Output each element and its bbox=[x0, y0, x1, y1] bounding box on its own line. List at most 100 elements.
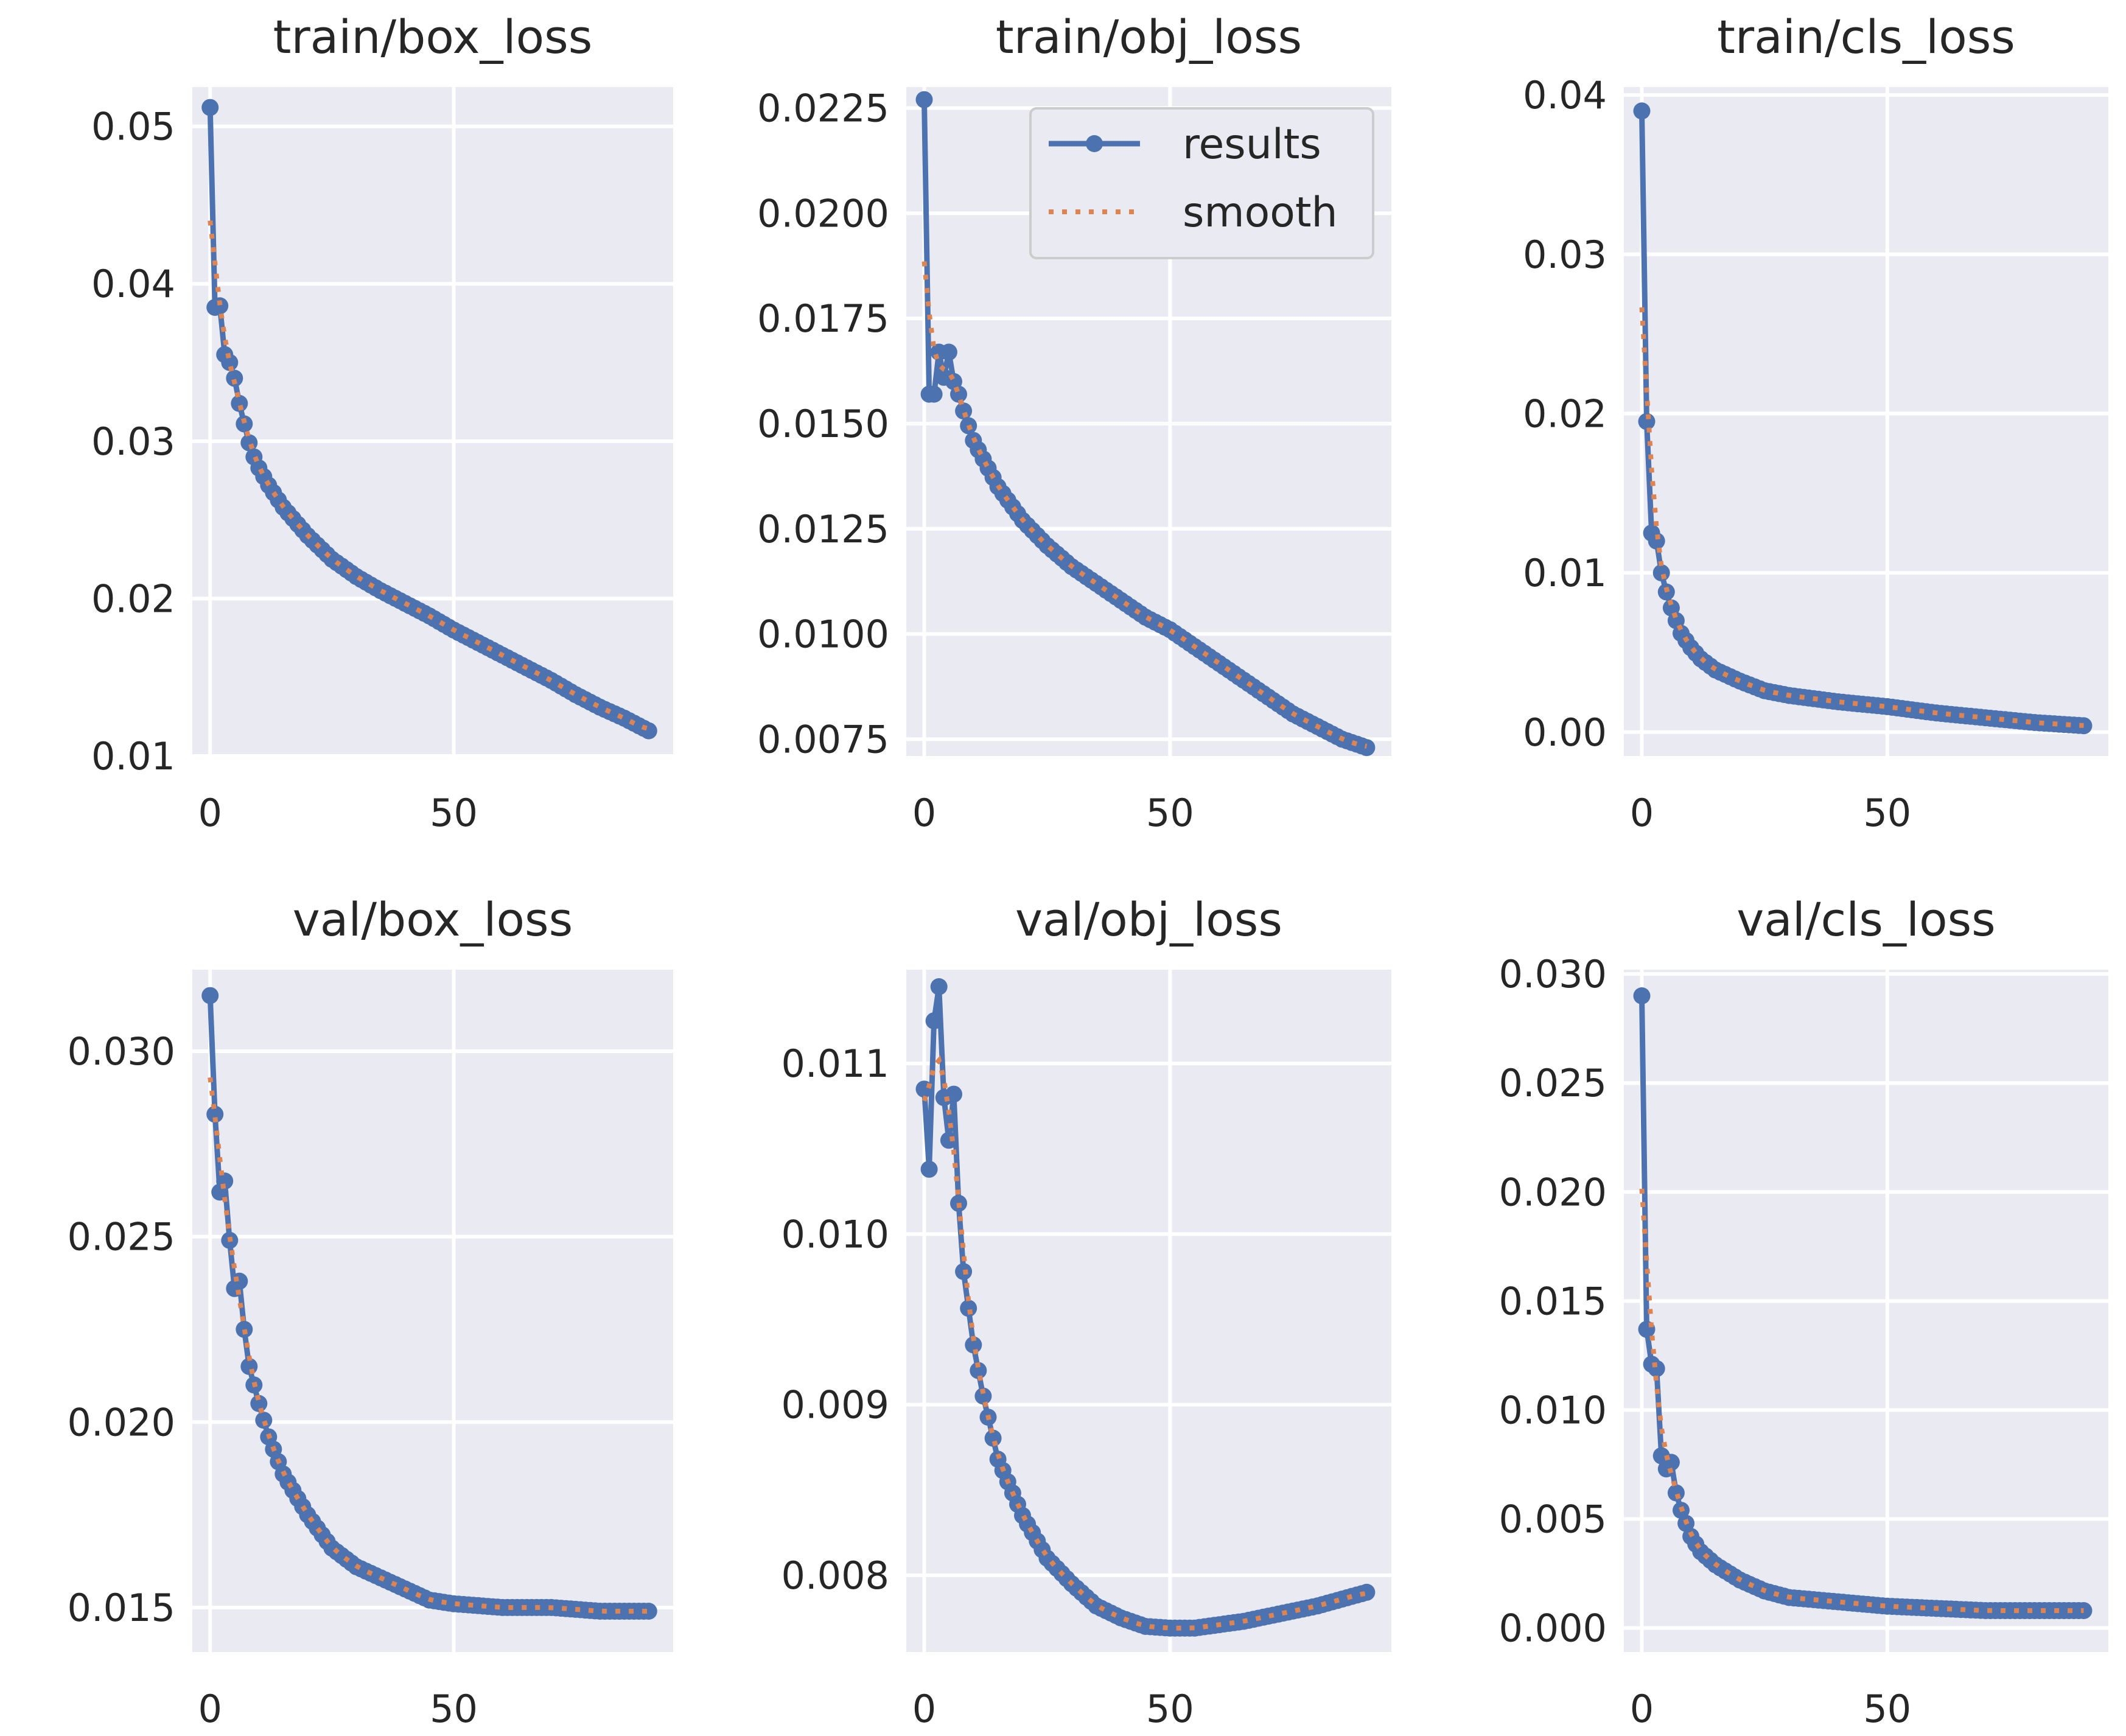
results-point bbox=[226, 369, 243, 387]
results-point bbox=[915, 91, 933, 108]
legend-smooth-label: smooth bbox=[1183, 189, 1338, 237]
y-tick-label: 0.02 bbox=[91, 576, 175, 621]
results-point bbox=[221, 354, 239, 371]
smooth-line bbox=[1639, 307, 2084, 728]
results-point bbox=[984, 1429, 1002, 1447]
results-point bbox=[250, 1395, 268, 1412]
subplot-title: val/box_loss bbox=[293, 892, 573, 947]
results-point bbox=[640, 722, 657, 740]
x-tick-label: 0 bbox=[912, 791, 936, 835]
results-point bbox=[211, 297, 229, 315]
x-tick-label: 0 bbox=[198, 1687, 222, 1731]
y-tick-label: 0.04 bbox=[1523, 73, 1607, 117]
results-point bbox=[945, 1085, 962, 1103]
results-point bbox=[930, 978, 948, 995]
results-point bbox=[236, 1321, 253, 1338]
results-point bbox=[2075, 717, 2093, 735]
results-point bbox=[925, 1012, 943, 1030]
y-tick-label: 0.020 bbox=[1499, 1170, 1607, 1214]
subplot-title: train/cls_loss bbox=[1717, 10, 2015, 64]
results-point bbox=[231, 394, 248, 412]
results-point bbox=[960, 1300, 977, 1317]
y-tick-label: 0.005 bbox=[1499, 1497, 1607, 1542]
y-tick-label: 0.008 bbox=[782, 1553, 890, 1598]
y-tick-label: 0.03 bbox=[91, 419, 175, 464]
smooth-line bbox=[921, 261, 1368, 749]
x-tick-label: 0 bbox=[1630, 791, 1654, 835]
plot-area bbox=[192, 970, 673, 1652]
x-tick-label: 50 bbox=[1863, 791, 1911, 835]
y-tick-label: 0.020 bbox=[68, 1400, 176, 1444]
legend: results smooth bbox=[1029, 107, 1374, 259]
results-point bbox=[1638, 413, 1656, 430]
results-point bbox=[201, 99, 219, 116]
x-tick-label: 50 bbox=[1146, 791, 1194, 835]
results-point bbox=[1358, 739, 1376, 757]
y-tick-label: 0.02 bbox=[1523, 391, 1607, 436]
results-point bbox=[925, 385, 943, 403]
legend-results-marker bbox=[1086, 135, 1103, 152]
plot-area bbox=[192, 87, 673, 756]
results-point bbox=[206, 1105, 224, 1123]
subplot-val-cls-loss: 0.000 0.005 0.010 0.015 0.020 0.025 0.030 0 50 va… bbox=[1499, 892, 2108, 1731]
smooth-line bbox=[921, 1055, 1367, 1631]
y-tick-label: 0.0100 bbox=[757, 612, 889, 657]
results-point bbox=[216, 1172, 234, 1190]
results-point bbox=[255, 1412, 273, 1429]
y-tick-label: 0.01 bbox=[91, 734, 175, 779]
y-tick-label: 0.010 bbox=[782, 1212, 890, 1256]
y-tick-label: 0.025 bbox=[68, 1215, 176, 1259]
y-tick-label: 0.03 bbox=[1523, 233, 1607, 277]
results-point bbox=[1652, 564, 1670, 582]
results-point bbox=[231, 1272, 248, 1290]
results-point bbox=[1648, 532, 1665, 550]
x-tick-label: 50 bbox=[1863, 1687, 1911, 1731]
results-point bbox=[940, 343, 957, 361]
y-tick-label: 0.05 bbox=[91, 105, 175, 149]
results-point bbox=[974, 1387, 992, 1405]
subplot-train-obj-loss: 0.0075 0.0100 0.0125 0.0150 0.0175 0.0200 0.02… bbox=[757, 10, 1391, 835]
subplot-title: train/box_loss bbox=[273, 10, 593, 64]
y-tick-label: 0.0175 bbox=[757, 296, 889, 341]
subplot-title: val/cls_loss bbox=[1736, 892, 1996, 947]
y-tick-label: 0.0200 bbox=[757, 191, 889, 236]
subplot-val-box-loss: 0.015 0.020 0.025 0.030 0 50 val/box_loss bbox=[68, 892, 673, 1731]
x-tick-label: 50 bbox=[430, 1687, 478, 1731]
y-tick-label: 0.009 bbox=[782, 1383, 890, 1427]
x-tick-label: 0 bbox=[912, 1687, 936, 1731]
results-point bbox=[640, 1603, 657, 1620]
results-point bbox=[940, 1132, 957, 1149]
x-tick-label: 0 bbox=[198, 791, 222, 835]
y-tick-label: 0.000 bbox=[1499, 1606, 1607, 1651]
y-tick-label: 0.030 bbox=[1499, 952, 1607, 996]
y-tick-label: 0.010 bbox=[1499, 1388, 1607, 1432]
y-tick-label: 0.015 bbox=[1499, 1279, 1607, 1323]
subplot-title: train/obj_loss bbox=[996, 10, 1302, 64]
y-tick-label: 0.00 bbox=[1523, 710, 1607, 755]
results-point bbox=[970, 1362, 987, 1379]
y-tick-label: 0.011 bbox=[782, 1041, 890, 1086]
x-tick-label: 0 bbox=[1630, 1687, 1654, 1731]
results-point bbox=[1358, 1583, 1376, 1601]
results-point bbox=[920, 1160, 938, 1178]
results-point bbox=[1633, 102, 1651, 120]
y-tick-label: 0.01 bbox=[1523, 551, 1607, 595]
subplot-title: val/obj_loss bbox=[1015, 892, 1282, 947]
results-point bbox=[915, 1080, 933, 1098]
x-tick-label: 50 bbox=[1146, 1687, 1194, 1731]
results-point bbox=[236, 415, 253, 433]
y-tick-label: 0.0075 bbox=[757, 717, 889, 761]
y-tick-label: 0.0125 bbox=[757, 507, 889, 551]
y-tick-label: 0.015 bbox=[68, 1586, 176, 1630]
y-tick-label: 0.030 bbox=[68, 1029, 176, 1074]
y-tick-label: 0.025 bbox=[1499, 1061, 1607, 1105]
y-tick-label: 0.04 bbox=[91, 262, 175, 306]
subplot-train-cls-loss: 0.00 0.01 0.02 0.03 0.04 0 50 train/cls_loss bbox=[1523, 10, 2108, 835]
smooth-line bbox=[208, 1077, 649, 1614]
plot-area bbox=[906, 970, 1391, 1652]
smooth-line bbox=[208, 220, 649, 732]
y-tick-label: 0.0225 bbox=[757, 86, 889, 131]
subplot-train-box-loss: 0.01 0.02 0.03 0.04 0.05 0 50 train/box_loss bbox=[91, 10, 673, 835]
subplot-val-obj-loss: 0.008 0.009 0.010 0.011 0 50 val/obj_loss bbox=[782, 892, 1391, 1731]
